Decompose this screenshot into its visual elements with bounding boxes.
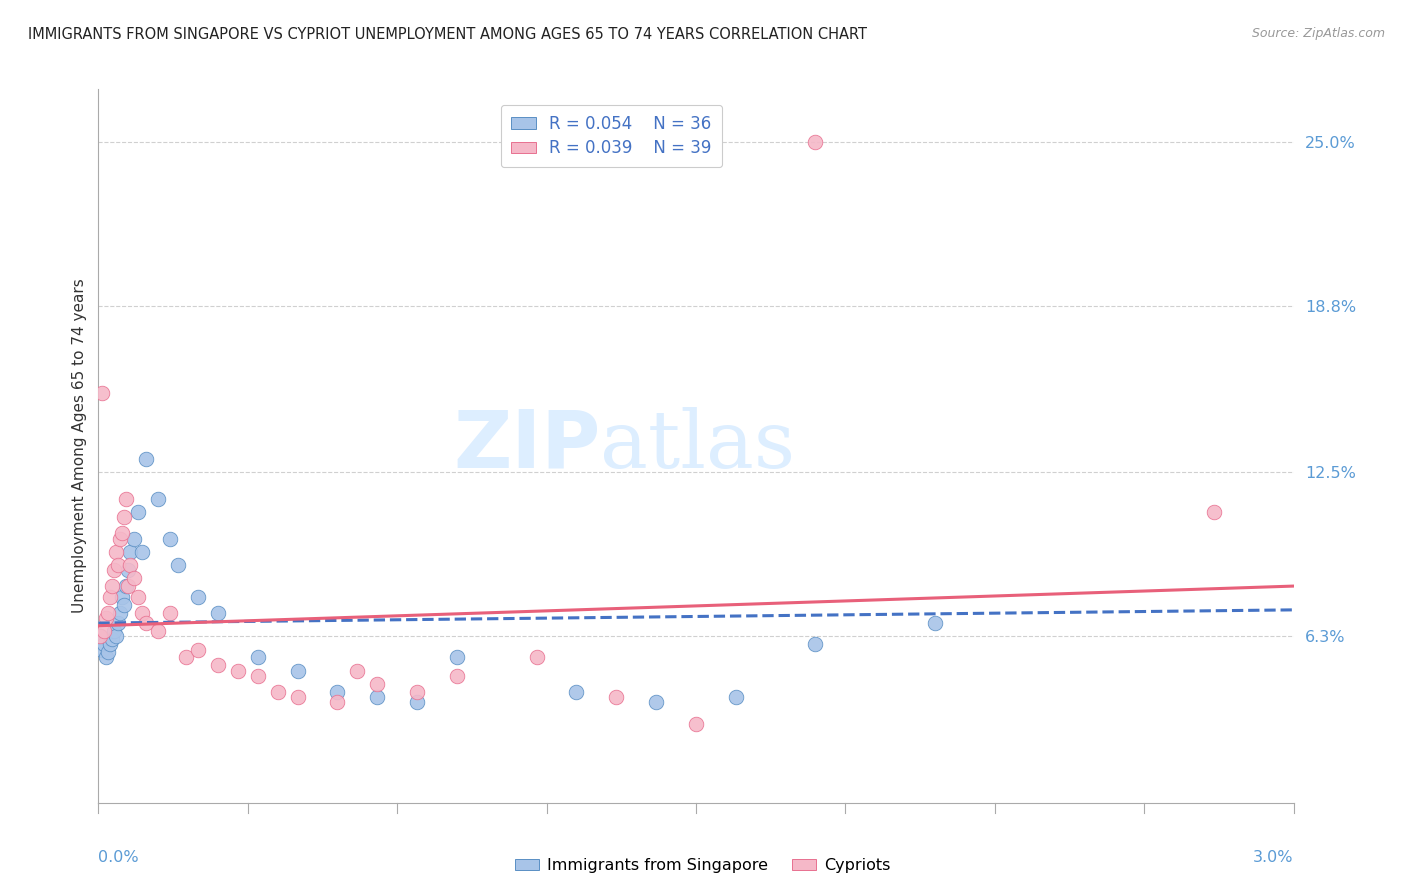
Point bbox=[124, 571, 146, 585]
Point bbox=[103, 624, 125, 638]
Point bbox=[159, 606, 181, 620]
Point bbox=[267, 685, 290, 699]
Point bbox=[326, 685, 349, 699]
Point bbox=[406, 685, 429, 699]
Point bbox=[115, 579, 138, 593]
Point bbox=[110, 606, 132, 620]
Point bbox=[685, 716, 707, 731]
Point bbox=[117, 563, 139, 577]
Point bbox=[89, 629, 111, 643]
Point bbox=[174, 650, 197, 665]
Point bbox=[91, 386, 114, 401]
Point bbox=[135, 616, 157, 631]
Point bbox=[326, 695, 349, 709]
Text: Source: ZipAtlas.com: Source: ZipAtlas.com bbox=[1251, 27, 1385, 40]
Point bbox=[605, 690, 627, 704]
Text: 0.0%: 0.0% bbox=[98, 850, 139, 865]
Point bbox=[187, 590, 209, 604]
Point bbox=[131, 606, 153, 620]
Point bbox=[366, 677, 388, 691]
Point bbox=[127, 590, 149, 604]
Point bbox=[724, 690, 747, 704]
Point bbox=[107, 558, 129, 572]
Point bbox=[246, 650, 269, 665]
Point bbox=[96, 650, 118, 665]
Text: IMMIGRANTS FROM SINGAPORE VS CYPRIOT UNEMPLOYMENT AMONG AGES 65 TO 74 YEARS CORR: IMMIGRANTS FROM SINGAPORE VS CYPRIOT UNE… bbox=[28, 27, 868, 42]
Point bbox=[226, 664, 249, 678]
Point bbox=[111, 526, 134, 541]
Point bbox=[446, 650, 468, 665]
Point bbox=[117, 579, 139, 593]
Text: ZIP: ZIP bbox=[453, 407, 600, 485]
Text: atlas: atlas bbox=[600, 407, 796, 485]
Point bbox=[105, 629, 128, 643]
Point bbox=[112, 510, 135, 524]
Point bbox=[804, 637, 827, 651]
Point bbox=[159, 532, 181, 546]
Point bbox=[924, 616, 946, 631]
Point bbox=[98, 590, 122, 604]
Point bbox=[287, 690, 309, 704]
Point bbox=[804, 135, 827, 149]
Point bbox=[103, 563, 125, 577]
Point bbox=[526, 650, 548, 665]
Point bbox=[107, 616, 129, 631]
Point bbox=[187, 642, 209, 657]
Point bbox=[91, 642, 114, 657]
Point bbox=[287, 664, 309, 678]
Point bbox=[446, 669, 468, 683]
Legend: Immigrants from Singapore, Cypriots: Immigrants from Singapore, Cypriots bbox=[509, 852, 897, 880]
Point bbox=[101, 579, 124, 593]
Point bbox=[346, 664, 368, 678]
Point bbox=[115, 491, 138, 506]
Point bbox=[207, 606, 229, 620]
Point bbox=[246, 669, 269, 683]
Point bbox=[131, 545, 153, 559]
Point bbox=[366, 690, 388, 704]
Point bbox=[120, 558, 142, 572]
Point bbox=[148, 624, 170, 638]
Point bbox=[148, 491, 170, 506]
Point bbox=[93, 624, 115, 638]
Y-axis label: Unemployment Among Ages 65 to 74 years: Unemployment Among Ages 65 to 74 years bbox=[72, 278, 87, 614]
Text: 3.0%: 3.0% bbox=[1253, 850, 1294, 865]
Point bbox=[1202, 505, 1225, 519]
Point bbox=[167, 558, 190, 572]
Point bbox=[135, 452, 157, 467]
Point bbox=[96, 611, 118, 625]
Point bbox=[110, 532, 132, 546]
Point bbox=[645, 695, 668, 709]
Point bbox=[105, 545, 128, 559]
Point bbox=[406, 695, 429, 709]
Point bbox=[112, 598, 135, 612]
Point bbox=[101, 632, 124, 646]
Legend: R = 0.054    N = 36, R = 0.039    N = 39: R = 0.054 N = 36, R = 0.039 N = 39 bbox=[501, 104, 721, 168]
Point bbox=[97, 606, 120, 620]
Point bbox=[111, 590, 134, 604]
Point bbox=[565, 685, 588, 699]
Point bbox=[89, 629, 111, 643]
Point bbox=[97, 645, 120, 659]
Point bbox=[93, 637, 115, 651]
Point bbox=[120, 545, 142, 559]
Point bbox=[127, 505, 149, 519]
Point bbox=[207, 658, 229, 673]
Point bbox=[98, 637, 122, 651]
Point bbox=[124, 532, 146, 546]
